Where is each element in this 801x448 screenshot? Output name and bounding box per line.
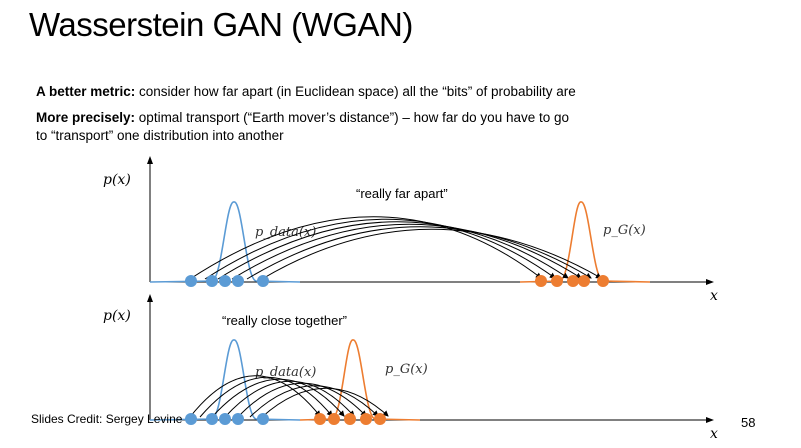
top-model-curve (519, 201, 651, 283)
top-arrow (189, 216, 542, 280)
model-sample-dot (551, 275, 563, 287)
slide-title: Wasserstein GAN (WGAN) (29, 6, 413, 43)
bottom-x-arrowhead (706, 417, 714, 423)
top-y-label: p(x) (103, 172, 131, 188)
precise-line: More precisely: optimal transport (“Eart… (36, 109, 569, 127)
top-x-label: x (710, 288, 718, 304)
bottom-transport-arrows (189, 375, 389, 418)
precise-heading: More precisely: (36, 110, 136, 125)
top-arrow (246, 226, 592, 280)
top-y-arrowhead (147, 156, 153, 164)
data-sample-dot (219, 413, 231, 425)
top-data-samples (185, 275, 269, 287)
model-sample-dot (314, 413, 326, 425)
data-sample-dot (232, 413, 244, 425)
data-sample-dot (257, 413, 269, 425)
top-arrow (261, 228, 602, 280)
top-panel: p(x) x “really far apart” p_data(x) p_G(… (103, 156, 718, 304)
bottom-x-label: x (710, 426, 718, 442)
model-sample-dot (374, 413, 386, 425)
precise-line-continued: to “transport” one distribution into ano… (36, 128, 284, 143)
data-sample-dot (219, 275, 231, 287)
metric-text: consider how far apart (in Euclidean spa… (135, 84, 576, 99)
page-number: 58 (741, 415, 756, 430)
bottom-arrow (249, 385, 379, 418)
bottom-arrow (261, 387, 389, 418)
model-sample-dot (344, 413, 356, 425)
bottom-arrow (211, 378, 345, 418)
data-sample-dot (232, 275, 244, 287)
precise-text: optimal transport (“Earth mover’s distan… (135, 110, 570, 125)
model-sample-dot (328, 413, 340, 425)
bottom-model-curve (299, 339, 421, 421)
model-sample-dot (535, 275, 547, 287)
bottom-model-samples (314, 413, 386, 425)
model-sample-dot (360, 413, 372, 425)
data-sample-dot (206, 275, 218, 287)
data-sample-dot (257, 275, 269, 287)
top-annotation: “really far apart” (356, 186, 448, 201)
top-model-label: p_G(x) (603, 223, 646, 238)
bottom-arrow (237, 382, 367, 418)
top-x-arrowhead (706, 279, 714, 285)
metric-heading: A better metric: (36, 84, 136, 99)
bottom-model-label: p_G(x) (385, 362, 428, 377)
model-sample-dot (567, 275, 579, 287)
model-sample-dot (597, 275, 609, 287)
bottom-y-arrowhead (147, 294, 153, 302)
data-sample-dot (206, 413, 218, 425)
bottom-arrow (189, 375, 321, 418)
bottom-y-label: p(x) (103, 308, 131, 324)
data-sample-dot (185, 275, 197, 287)
bottom-arrow (224, 380, 355, 418)
metric-line: A better metric: consider how far apart … (36, 83, 576, 101)
bottom-arrow (199, 376, 333, 418)
top-transport-arrows (189, 216, 602, 280)
bottom-panel: p(x) x “really close together” p_data(x)… (103, 294, 718, 442)
bottom-data-curve (149, 339, 301, 421)
data-sample-dot (185, 413, 197, 425)
bottom-data-label: p_data(x) (255, 365, 316, 380)
top-model-samples (535, 275, 609, 287)
top-arrow (217, 221, 569, 280)
slide-credit: Slides Credit: Sergey Levine (31, 412, 183, 426)
model-sample-dot (578, 275, 590, 287)
top-arrow (204, 218, 556, 280)
top-data-label: p_data(x) (255, 225, 316, 240)
bottom-annotation: “really close together” (222, 313, 347, 328)
top-arrow (231, 223, 582, 280)
bottom-data-samples (185, 413, 269, 425)
